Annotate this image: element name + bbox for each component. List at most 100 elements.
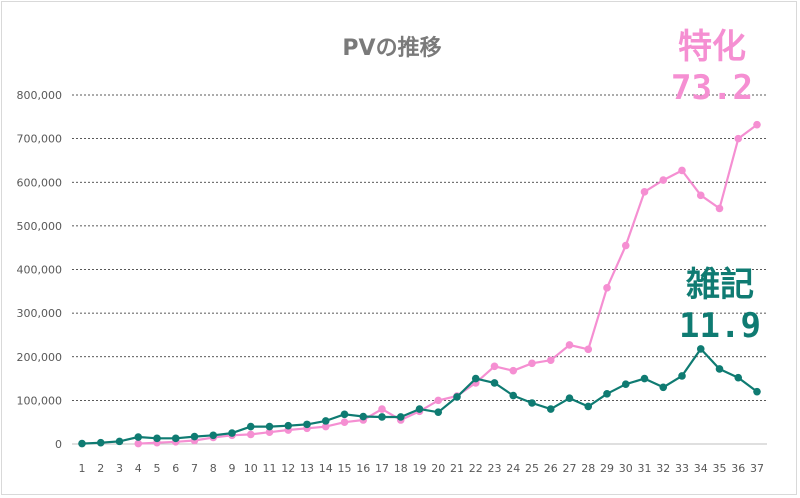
- x-tick-label: 37: [750, 462, 764, 475]
- data-point: [415, 405, 424, 413]
- data-point: [659, 383, 668, 392]
- x-tick-label: 19: [413, 462, 427, 475]
- y-tick-label: 200,000: [17, 351, 63, 364]
- series-tokka: [134, 120, 761, 448]
- x-tick-label: 31: [638, 462, 652, 475]
- data-point: [396, 413, 405, 421]
- x-tick-label: 17: [375, 462, 389, 475]
- x-tick-label: 15: [338, 462, 352, 475]
- x-tick-label: 27: [563, 462, 577, 475]
- x-tick-label: 16: [356, 462, 370, 475]
- x-tick-label: 32: [656, 462, 670, 475]
- x-tick-label: 29: [600, 462, 614, 475]
- y-tick-label: 600,000: [17, 176, 63, 189]
- data-point: [715, 204, 724, 213]
- data-point: [246, 430, 255, 439]
- data-point: [284, 421, 293, 430]
- data-point: [528, 359, 536, 368]
- data-point: [696, 345, 705, 353]
- data-point: [678, 372, 686, 380]
- data-point: [603, 284, 611, 292]
- data-point: [565, 341, 574, 349]
- data-point: [171, 434, 180, 443]
- x-tick-label: 14: [319, 462, 333, 475]
- x-tick-label: 23: [488, 462, 502, 475]
- annotation-tokka-value: 73.2: [671, 68, 753, 108]
- data-point: [96, 438, 105, 447]
- data-point: [453, 393, 461, 401]
- data-point: [134, 433, 143, 441]
- x-tick-label: 8: [210, 462, 217, 475]
- x-tick-label: 4: [135, 462, 142, 475]
- data-point: [640, 188, 649, 196]
- x-tick-label: 24: [506, 462, 520, 475]
- y-tick-label: 0: [55, 438, 62, 451]
- data-point: [78, 439, 86, 448]
- y-tick-label: 100,000: [17, 394, 63, 407]
- y-tick-label: 400,000: [17, 264, 63, 277]
- data-point: [359, 412, 368, 421]
- data-point: [209, 431, 218, 440]
- data-point: [471, 374, 480, 383]
- data-point: [715, 365, 724, 373]
- data-point: [546, 405, 555, 413]
- data-point: [696, 191, 705, 200]
- data-point: [565, 394, 574, 402]
- x-tick-label: 33: [675, 462, 689, 475]
- x-tick-label: 34: [694, 462, 708, 475]
- x-axis-ticks: 1 2 3 4 5 6 7 8 9 10 11 12 13 14 15 16 17 18 19 20 21 22 23 24 2…: [79, 462, 765, 475]
- x-tick-label: 22: [469, 462, 483, 475]
- grid-lines: [72, 94, 767, 401]
- data-point: [734, 134, 743, 143]
- x-tick-label: 12: [281, 462, 295, 475]
- data-point: [321, 417, 330, 425]
- annotation-zakki-value: 11.9: [679, 306, 761, 346]
- x-tick-label: 11: [263, 462, 277, 475]
- data-point: [603, 390, 611, 398]
- data-point: [340, 418, 349, 426]
- x-tick-label: 1: [79, 462, 86, 475]
- data-point: [190, 432, 199, 441]
- data-point: [528, 399, 536, 407]
- data-point: [734, 373, 743, 382]
- data-point: [303, 420, 311, 429]
- x-tick-label: 21: [450, 462, 464, 475]
- chart-title: PVの推移: [342, 35, 441, 61]
- data-point: [753, 387, 761, 396]
- data-point: [378, 405, 386, 413]
- data-point: [434, 396, 443, 405]
- data-point: [584, 402, 593, 411]
- y-tick-label: 700,000: [17, 133, 63, 146]
- series-line: [138, 123, 758, 445]
- x-tick-label: 28: [581, 462, 595, 475]
- data-point: [321, 422, 330, 431]
- data-point: [509, 366, 518, 375]
- data-point: [509, 391, 518, 400]
- series-lines: [78, 120, 761, 448]
- data-point: [490, 379, 499, 387]
- x-tick-label: 2: [97, 462, 104, 475]
- x-tick-label: 7: [191, 462, 198, 475]
- data-point: [584, 345, 593, 354]
- x-tick-label: 5: [154, 462, 161, 475]
- x-tick-label: 13: [300, 462, 314, 475]
- data-point: [546, 356, 555, 365]
- data-point: [153, 434, 161, 443]
- data-point: [378, 413, 386, 421]
- x-tick-label: 10: [244, 462, 258, 475]
- data-point: [134, 439, 143, 448]
- x-tick-label: 25: [525, 462, 539, 475]
- data-point: [115, 437, 124, 446]
- y-tick-label: 300,000: [17, 307, 63, 320]
- x-tick-label: 35: [713, 462, 727, 475]
- series-zakki: [78, 345, 761, 448]
- data-point: [490, 362, 499, 371]
- x-tick-label: 3: [116, 462, 123, 475]
- x-tick-label: 26: [544, 462, 558, 475]
- data-point: [265, 422, 274, 431]
- y-axis-ticks: 0 100,000 200,000 300,000 400,000 500,000 600,…: [17, 89, 63, 451]
- x-tick-label: 30: [619, 462, 633, 475]
- y-tick-label: 800,000: [17, 89, 63, 102]
- data-point: [621, 380, 630, 389]
